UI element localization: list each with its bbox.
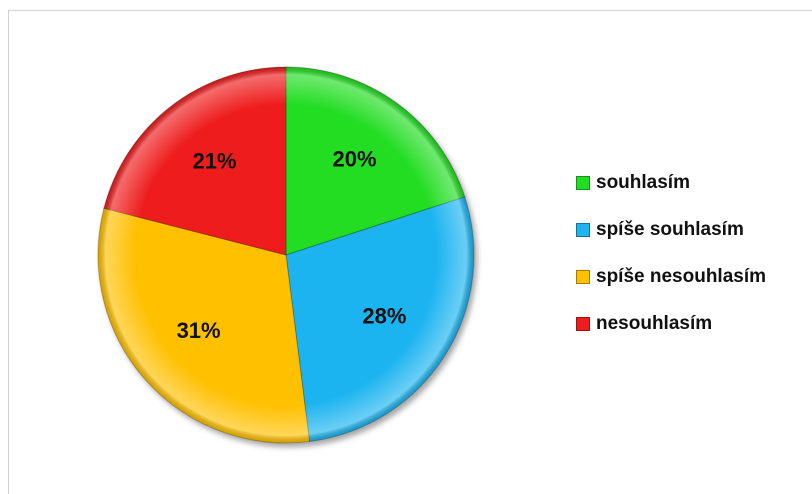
legend-item-spise-souhlasim[interactable]: spíše souhlasím [576,219,766,241]
legend-label-nesouhlasim: nesouhlasím [596,313,713,334]
legend-item-nesouhlasim[interactable]: nesouhlasím [576,313,766,335]
legend-item-spise-nesouhlasim[interactable]: spíše nesouhlasím [576,266,766,288]
legend-label-spise-souhlasim: spíše souhlasím [596,219,744,240]
legend-label-souhlasim: souhlasím [596,172,690,193]
legend-item-souhlasim[interactable]: souhlasím [576,172,766,194]
legend-swatch-nesouhlasim [576,317,590,331]
data-label-souhlasim: 20% [332,147,376,172]
legend-swatch-spise-nesouhlasim [576,270,590,284]
legend-swatch-souhlasim [576,176,590,190]
data-label-nesouhlasim: 21% [193,149,237,174]
data-label-spise-souhlasim: 28% [362,303,406,328]
legend-swatch-spise-souhlasim [576,223,590,237]
data-label-spise-nesouhlasim: 31% [177,318,221,343]
legend-label-spise-nesouhlasim: spíše nesouhlasím [596,266,767,287]
legend: souhlasím spíše souhlasím spíše nesouhla… [576,172,766,360]
